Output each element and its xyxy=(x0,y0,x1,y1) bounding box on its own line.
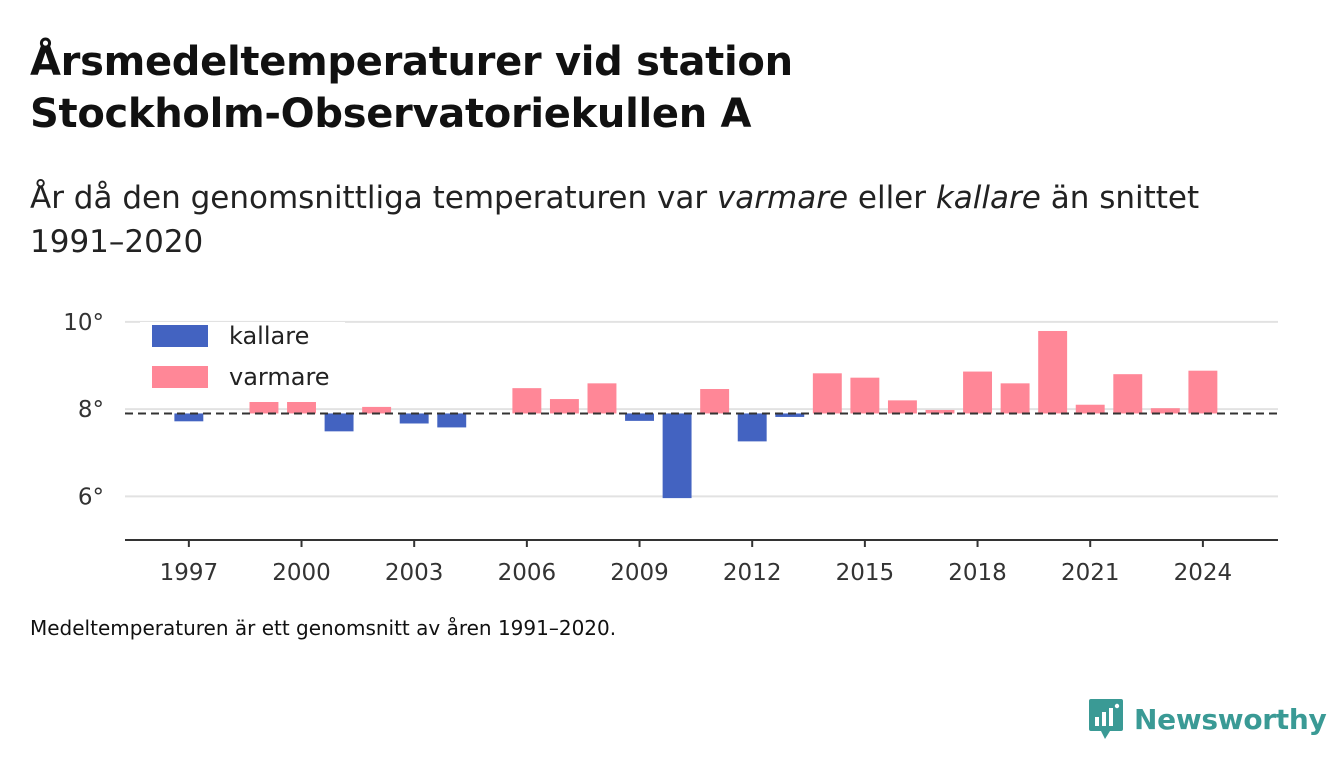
bar-1997 xyxy=(174,413,204,422)
bar-2018 xyxy=(963,371,993,414)
x-tick-label: 2000 xyxy=(272,560,331,586)
subtitle-part3: än snittet 1991–2020 xyxy=(30,180,1200,260)
legend-label-varmare: varmare xyxy=(229,363,330,391)
bar-2007 xyxy=(549,399,579,414)
bar-2021 xyxy=(1075,404,1105,414)
legend-label-kallare: kallare xyxy=(229,322,309,350)
page-title: Årsmedeltemperaturer vid station Stockho… xyxy=(30,39,793,137)
x-tick-label: 2006 xyxy=(498,560,557,586)
bar-2008 xyxy=(587,383,617,414)
bar-chart: 6° 8° 10° 1997 2000 2003 2006 2009 2012 2015 2018 2… xyxy=(63,310,1278,586)
x-tick-label: 2024 xyxy=(1174,560,1233,586)
x-tick-label: 2012 xyxy=(723,560,782,586)
bar-2020 xyxy=(1038,330,1068,414)
subtitle-colder: kallare xyxy=(935,180,1041,216)
newsworthy-logo-icon xyxy=(1089,699,1123,739)
bar-2015 xyxy=(850,377,880,414)
footnote: Medeltemperaturen är ett genomsnitt av å… xyxy=(30,616,617,640)
y-tick-label: 6° xyxy=(78,484,104,510)
bar-2009 xyxy=(625,413,654,421)
bar-2004 xyxy=(437,413,467,428)
bar-2011 xyxy=(700,389,730,414)
subtitle-warmer: varmare xyxy=(716,180,849,216)
subtitle-part2: eller xyxy=(848,180,936,216)
x-tick-label: 1997 xyxy=(160,560,219,586)
bar-2003 xyxy=(399,413,429,424)
bar-2006 xyxy=(512,388,542,414)
brand-logo[interactable]: Newsworthy xyxy=(1088,696,1327,742)
legend-swatch-varmare xyxy=(152,366,208,388)
bar-2002 xyxy=(362,406,392,414)
brand-name: Newsworthy xyxy=(1134,702,1327,736)
bar-2019 xyxy=(1000,383,1030,414)
bar-2012 xyxy=(737,413,767,442)
bar-2022 xyxy=(1113,374,1143,414)
bar-2010 xyxy=(662,413,692,499)
subtitle-part1: År då den genomsnittliga temperaturen va… xyxy=(30,180,717,216)
bar-1999 xyxy=(249,401,279,414)
chart-subtitle: År då den genomsnittliga temperaturen va… xyxy=(30,176,1270,264)
bar-2024 xyxy=(1188,370,1218,414)
bar-2023 xyxy=(1150,408,1180,414)
x-tick-label: 2009 xyxy=(610,560,669,586)
x-tick-label: 2018 xyxy=(948,560,1007,586)
bar-2017 xyxy=(925,409,955,414)
bar-2014 xyxy=(812,373,842,414)
bar-2013 xyxy=(775,413,805,417)
y-tick-label: 10° xyxy=(63,310,104,336)
bar-2016 xyxy=(887,400,917,414)
legend-swatch-kallare xyxy=(152,325,208,347)
x-tick-label: 2015 xyxy=(836,560,895,586)
bar-2001 xyxy=(324,413,354,432)
x-tick-label: 2021 xyxy=(1061,560,1120,586)
y-tick-label: 8° xyxy=(78,397,104,423)
x-tick-label: 2003 xyxy=(385,560,444,586)
